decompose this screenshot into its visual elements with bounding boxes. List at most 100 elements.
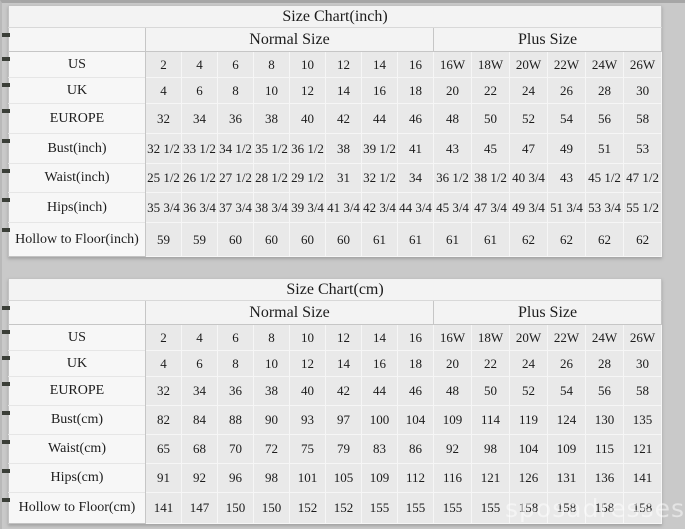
table-row: EUROPE 32 34 36 38 40 42 44 46 48 50 52 54 56 58: [8, 376, 663, 406]
table-cell: 61: [397, 222, 434, 257]
table-cell: 16: [361, 350, 398, 377]
table-cell: 112: [397, 463, 434, 493]
row-edge-marker: [2, 108, 10, 113]
table-cell: 98: [471, 434, 510, 464]
table-cell: 136: [585, 463, 624, 493]
table-cell: 32: [145, 376, 182, 406]
row-edge-marker: [2, 138, 10, 143]
table-cell: 58: [622, 376, 663, 406]
table-cell: 35 1/2: [253, 133, 290, 164]
table-row: Waist(inch) 25 1/2 26 1/2 27 1/2 28 1/2 29 1/…: [8, 163, 663, 193]
table-cell: 61: [361, 222, 398, 257]
table-cell: 93: [289, 405, 326, 435]
row-edge-marker: [2, 468, 10, 473]
table-cell: 40: [289, 103, 326, 134]
table-cell: 18: [397, 77, 434, 104]
table-cell: 109: [361, 463, 398, 493]
normal-size-header: Normal Size: [145, 300, 434, 325]
table-cell: 116: [433, 463, 472, 493]
table-cell: 49: [547, 133, 586, 164]
table-cell: 98: [253, 463, 290, 493]
table-cell: 53: [622, 133, 663, 164]
table-row: EUROPE 32 34 36 38 40 42 44 46 48 50 52 54 56 58: [8, 103, 663, 134]
row-edge-marker: [2, 168, 10, 173]
table-cell: 6: [217, 324, 254, 351]
table-cell: 124: [547, 405, 586, 435]
table-cell: 25 1/2: [145, 163, 182, 193]
table-cell: 34: [397, 163, 434, 193]
table-cell: 32: [145, 103, 182, 134]
table-cell: 36 1/2: [433, 163, 472, 193]
table-cell: 109: [547, 434, 586, 464]
row-label: Hips(cm): [8, 463, 146, 493]
table-cell: 115: [585, 434, 624, 464]
table-cell: 141: [622, 463, 663, 493]
table-cell: 68: [181, 434, 218, 464]
table-cell: 147: [181, 492, 218, 524]
row-label: Bust(cm): [8, 405, 146, 435]
table-cell: 62: [585, 222, 624, 257]
table-cell: 152: [325, 492, 362, 524]
table-cell: 8: [253, 51, 290, 78]
table-cell: 46: [397, 103, 434, 134]
table-cell: 158: [509, 492, 548, 524]
row-edge-marker: [2, 56, 10, 61]
table-cell: 6: [181, 350, 218, 377]
table-cell: 51: [585, 133, 624, 164]
table-cell: 38 3/4: [253, 192, 290, 223]
table-cell: 104: [509, 434, 548, 464]
table-cell: 100: [361, 405, 398, 435]
table-cell: 155: [471, 492, 510, 524]
table-cell: 45 3/4: [433, 192, 472, 223]
table-cell: 38: [253, 103, 290, 134]
table-cell: 30: [622, 350, 663, 377]
table-cell: 10: [253, 350, 290, 377]
table-cell: 44: [361, 103, 398, 134]
table-cell: 60: [325, 222, 362, 257]
row-label: Waist(inch): [8, 163, 146, 193]
table-cell: 60: [289, 222, 326, 257]
row-edge-marker: [2, 329, 10, 334]
table-cell: 50: [471, 376, 510, 406]
table-cell: 41: [397, 133, 434, 164]
row-label: Hips(inch): [8, 192, 146, 223]
table-cell: 47 3/4: [471, 192, 510, 223]
table-cell: 46: [397, 376, 434, 406]
table-cell: 44 3/4: [397, 192, 434, 223]
table-cell: 101: [289, 463, 326, 493]
table-cell: 33 1/2: [181, 133, 218, 164]
table-cell: 4: [145, 350, 182, 377]
table-cell: 72: [253, 434, 290, 464]
table-cell: 84: [181, 405, 218, 435]
table-cell: 50: [471, 103, 510, 134]
table-cell: 53 3/4: [585, 192, 624, 223]
table-cell: 91: [145, 463, 182, 493]
row-label: Hollow to Floor(cm): [8, 492, 146, 524]
normal-size-header: Normal Size: [145, 27, 434, 52]
table-cell: 10: [289, 324, 326, 351]
table-cell: 97: [325, 405, 362, 435]
table-cell: 26W: [622, 51, 663, 78]
row-label: Bust(inch): [8, 133, 146, 164]
table-cell: 6: [217, 51, 254, 78]
table-cell: 38: [325, 133, 362, 164]
table-cell: 155: [397, 492, 434, 524]
table-cell: 45: [471, 133, 510, 164]
table-cell: 60: [217, 222, 254, 257]
table-cell: 26: [547, 77, 586, 104]
table-cell: 29 1/2: [289, 163, 326, 193]
table-cell: 121: [622, 434, 663, 464]
row-label: US: [8, 51, 146, 78]
table-cell: 35 3/4: [145, 192, 182, 223]
table-cell: 40: [289, 376, 326, 406]
row-edge-marker: [2, 410, 10, 415]
table-cell: 40 3/4: [509, 163, 548, 193]
table-cell: 150: [217, 492, 254, 524]
table-cell: 12: [289, 77, 326, 104]
table-cell: 49 3/4: [509, 192, 548, 223]
table-cell: 4: [145, 77, 182, 104]
table-cell: 47: [509, 133, 548, 164]
table-cell: 6: [181, 77, 218, 104]
table-cell: 155: [361, 492, 398, 524]
